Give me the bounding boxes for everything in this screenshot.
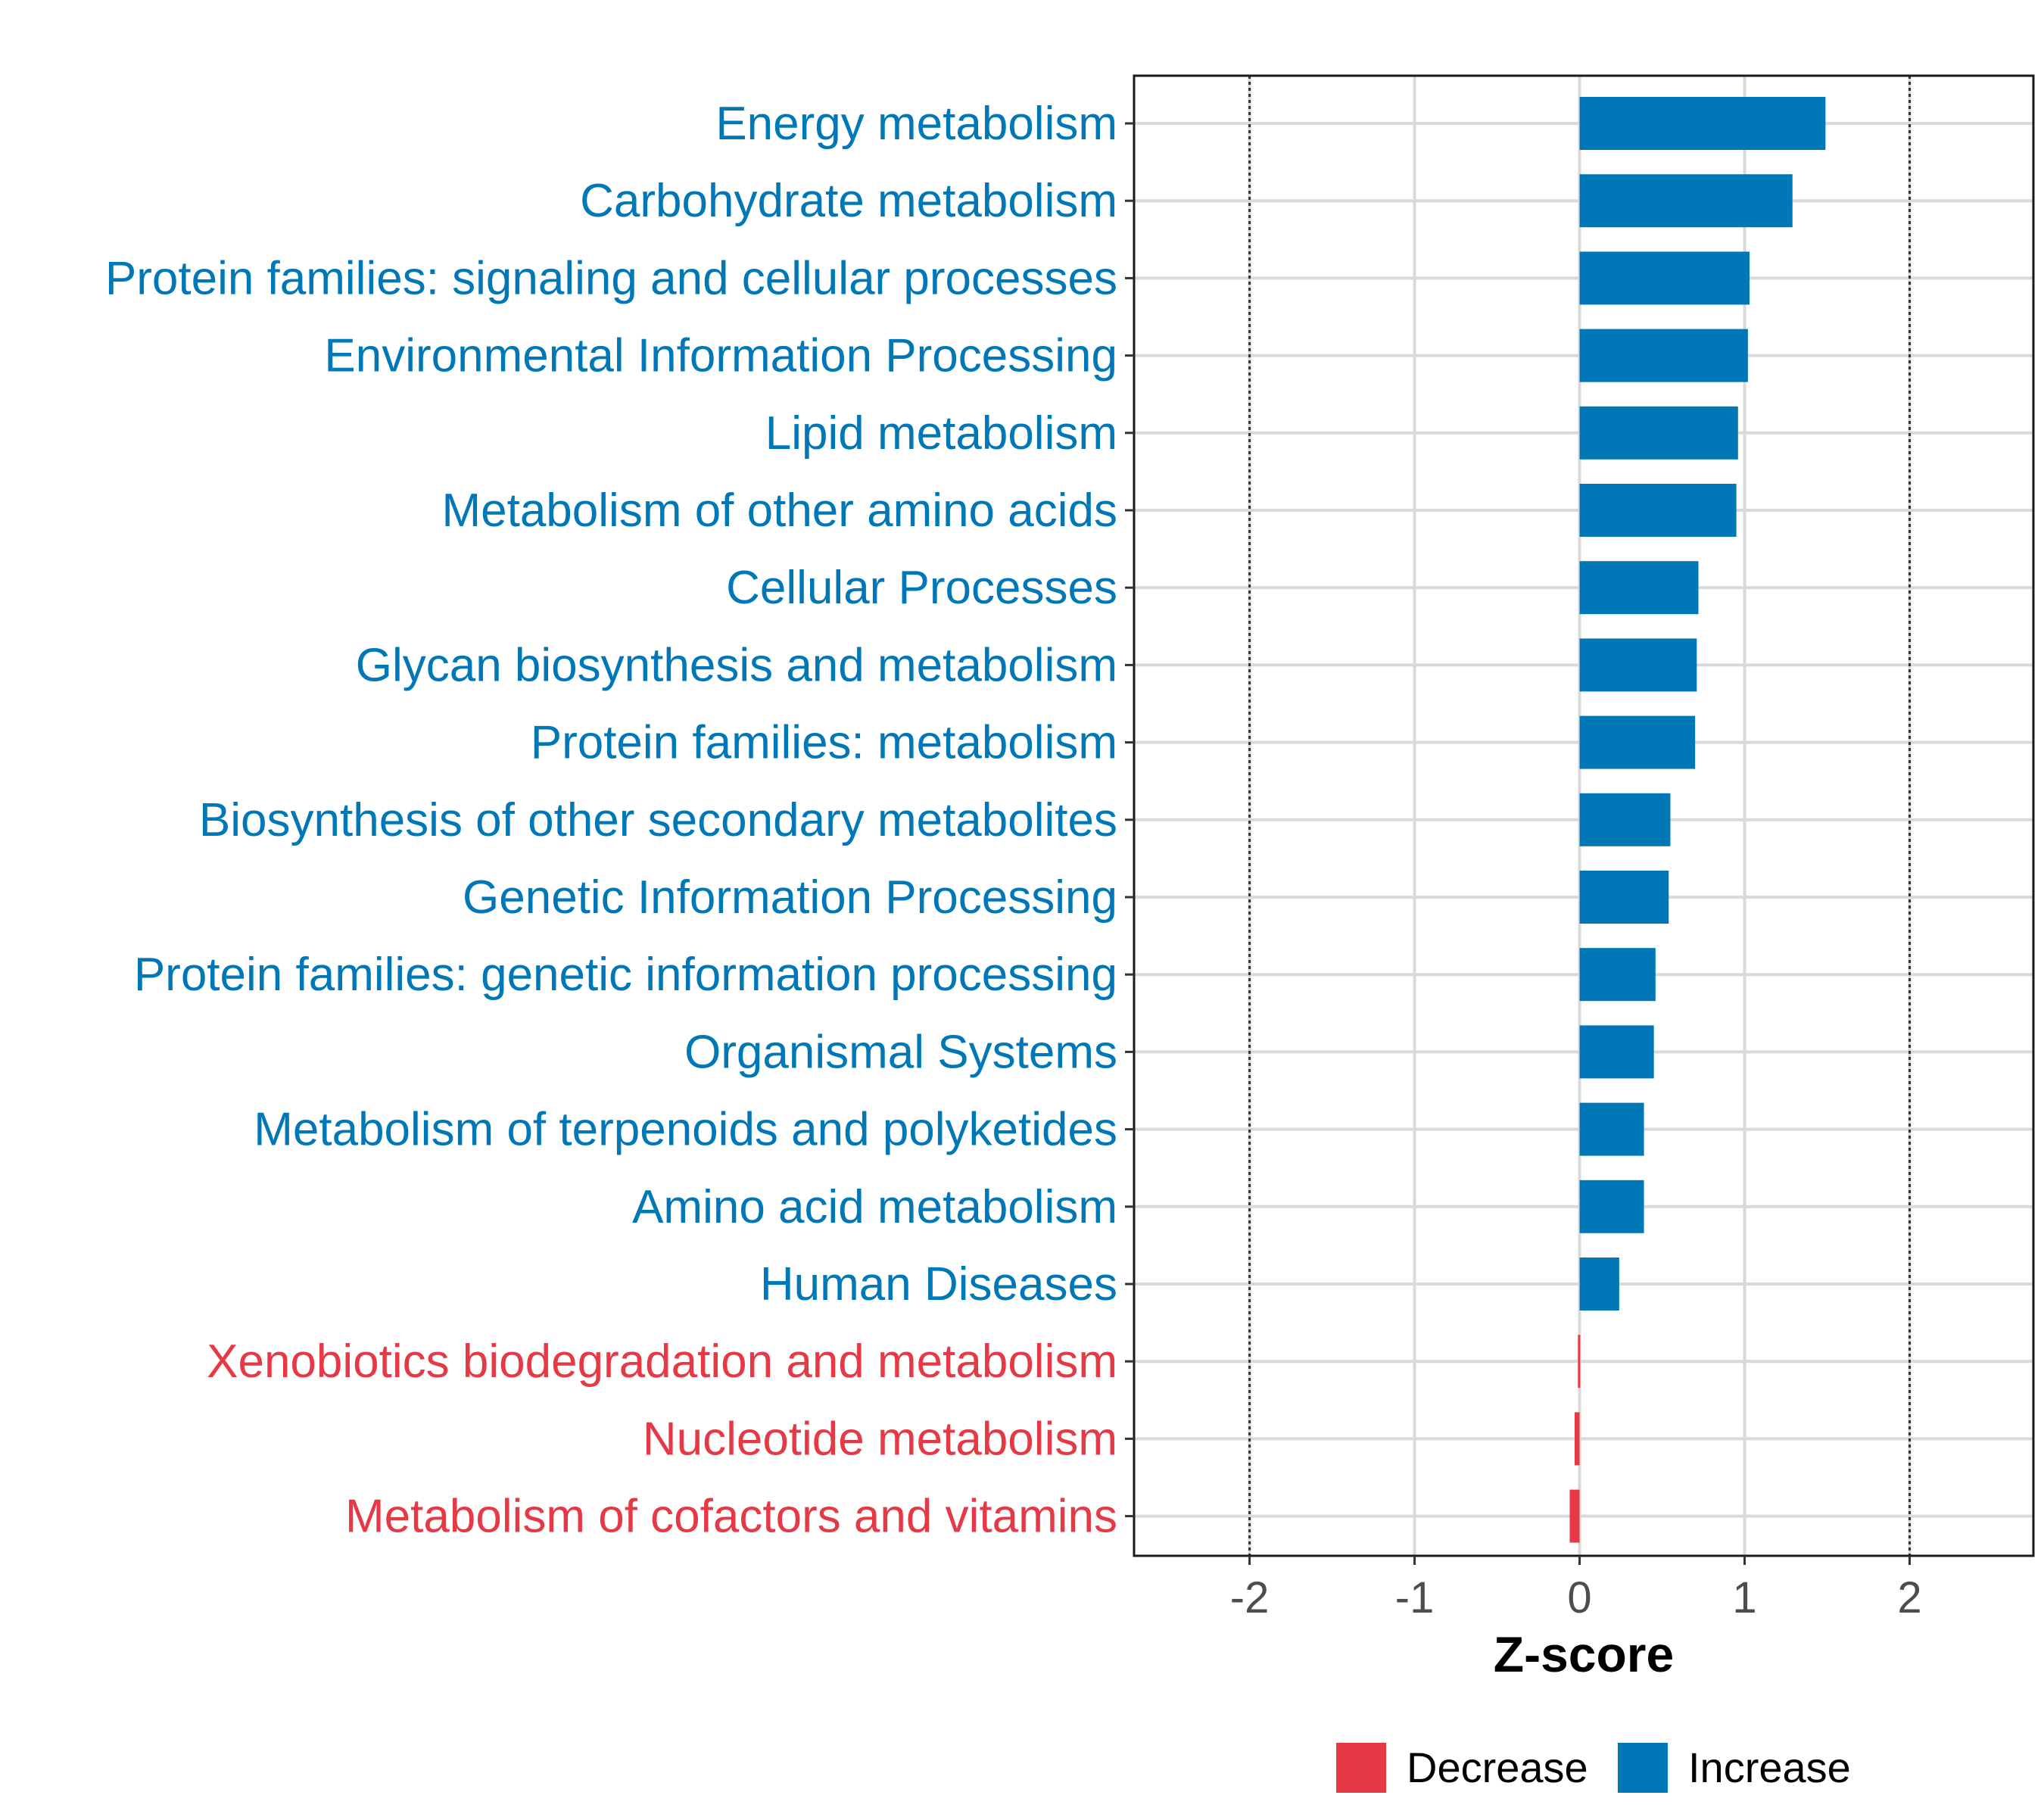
category-label: Protein families: genetic information pr… [134,949,1117,1001]
category-label: Xenobiotics biodegradation and metabolis… [207,1335,1117,1388]
legend-label-decrease: Decrease [1407,1744,1588,1791]
bar [1579,406,1738,460]
category-label: Environmental Information Processing [324,330,1117,382]
legend-label-increase: Increase [1688,1744,1851,1791]
bar [1579,793,1671,846]
category-label: Biosynthesis of other secondary metaboli… [199,794,1117,846]
bar [1579,561,1699,615]
category-label: Human Diseases [760,1258,1117,1311]
legend-key-decrease [1336,1743,1386,1793]
bar [1579,484,1737,537]
x-axis-title: Z-score [1494,1626,1674,1682]
x-tick-label: 1 [1732,1573,1756,1622]
category-label: Amino acid metabolism [632,1181,1117,1233]
category-label: Protein families: metabolism [531,717,1117,769]
x-tick-label: -2 [1230,1573,1270,1622]
category-label: Metabolism of other amino acids [441,485,1117,537]
category-label: Carbohydrate metabolism [580,175,1117,227]
category-label: Cellular Processes [726,562,1117,614]
bar [1579,1258,1619,1311]
category-label: Energy metabolism [715,98,1117,150]
bar [1579,948,1656,1002]
category-label: Metabolism of terpenoids and polyketides [254,1104,1117,1156]
bar [1579,1025,1654,1079]
bar [1578,1335,1581,1388]
category-label: Lipid metabolism [765,407,1117,460]
bar [1579,251,1750,305]
y-axis: Energy metabolism Carbohydrate metabolism… [105,98,1134,1543]
x-tick-label: 2 [1897,1573,1921,1622]
bar [1579,638,1697,692]
category-label: Genetic Information Processing [463,871,1117,924]
legend-key-increase [1618,1743,1668,1793]
category-label: Metabolism of cofactors and vitamins [345,1491,1117,1543]
bar [1579,1102,1644,1156]
bar [1579,329,1748,382]
bar [1579,97,1826,150]
category-label: Protein families: signaling and cellular… [105,252,1117,304]
x-axis: -2 -1 0 1 2 [1230,1556,1922,1622]
category-label: Glycan biosynthesis and metabolism [356,639,1117,691]
bar [1579,174,1793,228]
x-tick-label: -1 [1395,1573,1435,1622]
category-label: Nucleotide metabolism [643,1413,1117,1465]
legend: Decrease Increase [1336,1743,1851,1793]
bar [1575,1412,1580,1466]
bar [1569,1489,1580,1543]
category-label: Organismal Systems [684,1026,1117,1078]
x-tick-label: 0 [1567,1573,1591,1622]
bar [1579,871,1669,924]
bars-layer [1569,97,1826,1543]
reference-lines [1248,76,1912,1556]
plot-panel-border [1133,74,2035,1557]
bar [1579,715,1696,769]
bar [1579,1180,1644,1233]
